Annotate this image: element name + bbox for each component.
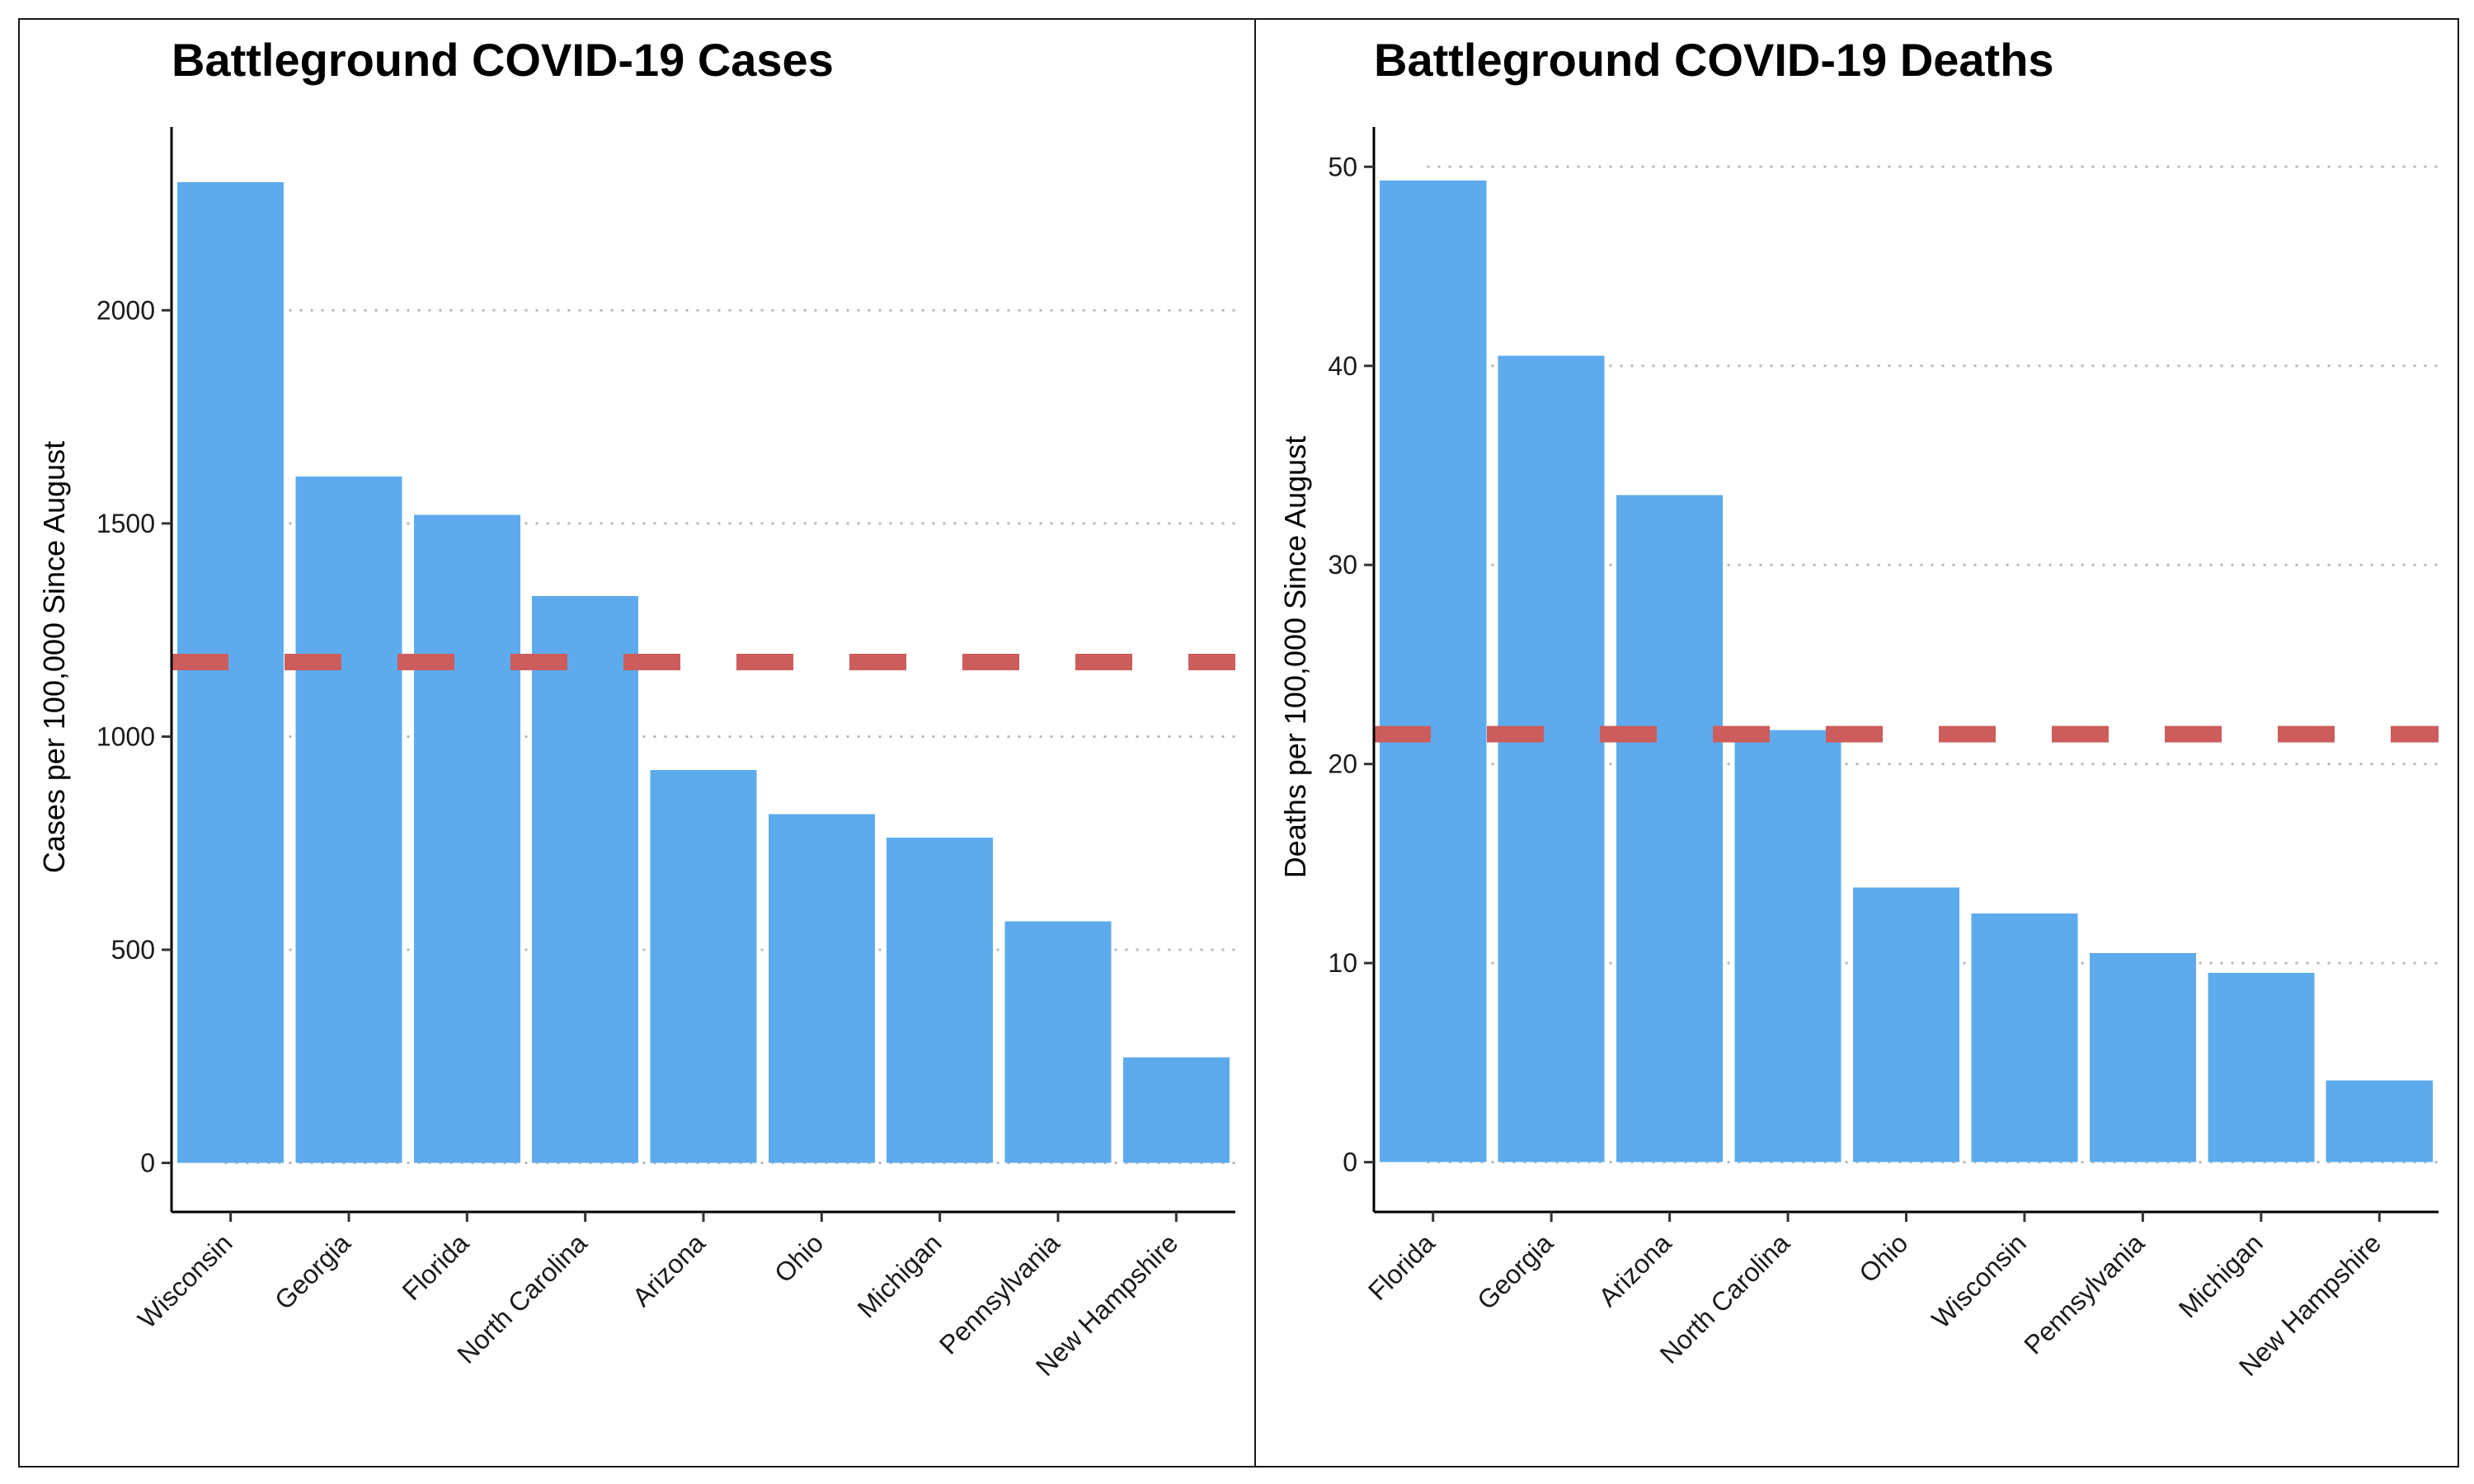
x-tick-label: Florida [397,1228,475,1306]
y-tick-label: 0 [140,1148,155,1178]
bar-2 [413,514,520,1163]
x-tick-label: Pennsylvania [2018,1228,2150,1360]
chart-title: Battleground COVID-19 Deaths [1374,34,2054,86]
bar-5 [768,814,875,1163]
bar-3 [1734,730,1841,1162]
bar-7 [1004,921,1112,1163]
y-tick-label: 10 [1328,948,1357,978]
x-tick-label: Michigan [852,1228,948,1323]
deaths-chart: Battleground COVID-19 Deaths Deaths per … [1278,34,2439,1382]
x-tick-label: Arizona [627,1228,711,1312]
bar-5 [1971,913,2078,1162]
x-tick-label: Ohio [769,1228,829,1288]
bar-2 [1616,495,1724,1162]
bar-8 [2326,1080,2433,1162]
bar-7 [2208,973,2315,1162]
cases-chart: Battleground COVID-19 Cases Cases per 10… [37,34,1235,1382]
y-tick-label: 1500 [96,509,155,538]
bar-1 [1498,355,1605,1162]
bar-6 [887,837,994,1163]
x-tick-label: Arizona [1592,1228,1677,1312]
y-tick-label: 40 [1328,351,1357,381]
y-axis-title: Deaths per 100,000 Since August [1278,436,1312,878]
bar-4 [650,769,757,1163]
x-tick-label: Georgia [269,1228,356,1315]
y-tick-label: 30 [1328,550,1357,580]
x-tick-label: Ohio [1853,1228,1913,1288]
bar-6 [2089,953,2196,1162]
y-tick-label: 0 [1343,1148,1357,1177]
y-axis-title: Cases per 100,000 Since August [37,441,71,873]
cases-chart-panel: Battleground COVID-19 Cases Cases per 10… [18,18,1256,1468]
bar-8 [1122,1057,1230,1163]
y-tick-label: 20 [1328,749,1357,779]
y-tick-label: 1000 [96,721,155,751]
bar-0 [177,182,285,1163]
bar-3 [532,595,639,1163]
x-tick-label: Pennsylvania [934,1228,1065,1360]
bar-4 [1852,887,1960,1162]
x-tick-label: Florida [1362,1228,1441,1306]
bar-0 [1380,181,1487,1162]
x-tick-label: Georgia [1471,1228,1559,1315]
y-tick-label: 50 [1328,152,1357,181]
x-tick-label: Wisconsin [1926,1228,2032,1334]
chart-title: Battleground COVID-19 Cases [172,34,834,86]
y-tick-label: 500 [111,935,155,965]
x-tick-label: Michigan [2173,1228,2269,1323]
bar-1 [295,477,402,1163]
deaths-chart-panel: Battleground COVID-19 Deaths Deaths per … [1254,18,2459,1468]
x-tick-label: Wisconsin [132,1228,238,1334]
y-tick-label: 2000 [96,295,155,325]
